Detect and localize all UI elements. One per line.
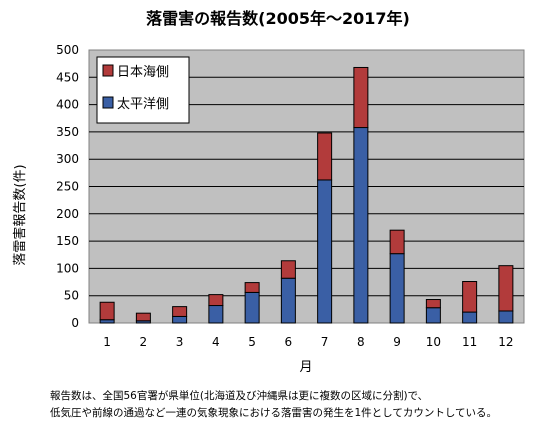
bar-pacific [425,307,441,324]
legend-swatch [102,96,114,109]
bar-japan-sea [462,281,478,313]
bar-pacific [498,310,514,324]
bar-japan-sea [172,306,188,317]
x-tick-label: 11 [462,335,477,349]
footnote-line-2: 低気圧や前線の通過など一連の気象現象における落雷害の発生を1件としてカウントして… [50,407,498,419]
x-tick-label: 9 [393,335,401,349]
x-tick-label: 1 [103,335,111,349]
bar-japan-sea [244,282,260,293]
x-tick-labels: 1 2 3 4 5 6 7 8 9 10 11 12 [103,335,513,349]
bar-japan-sea [425,299,441,309]
lightning-damage-chart: 落雷害の報告数(2005年～2017年) 0 50 100 150 200 250 300 3… [12,9,525,375]
footnote: 報告数は、全国56官署が県単位(北海道及び沖縄県は更に複数の区域に分割)で、 低… [50,388,542,422]
y-tick-label: 250 [56,180,79,194]
y-tick-label: 450 [56,70,79,84]
x-tick-label: 10 [426,335,441,349]
y-tick-label: 350 [56,125,79,139]
bar-pacific [208,305,224,324]
bar-pacific [317,179,333,324]
x-tick-label: 12 [498,335,513,349]
bar-japan-sea [353,66,369,129]
bar-pacific [280,277,296,324]
bar-pacific [389,253,405,324]
x-tick-label: 4 [212,335,220,349]
y-tick-label: 400 [56,98,79,112]
x-tick-label: 7 [321,335,329,349]
bar-japan-sea [389,229,405,255]
bar-pacific [172,315,188,324]
bar-japan-sea [135,312,151,322]
chart-title: 落雷害の報告数(2005年～2017年) [146,9,410,28]
bar-japan-sea [208,294,224,307]
x-tick-label: 2 [140,335,148,349]
footnote-line-1: 報告数は、全国56官署が県単位(北海道及び沖縄県は更に複数の区域に分割)で、 [50,390,429,402]
x-tick-label: 8 [357,335,365,349]
y-tick-label: 500 [56,43,79,57]
y-tick-label: 300 [56,152,79,166]
bars [99,66,514,324]
x-axis-label: 月 [299,360,312,375]
y-tick-label: 50 [64,289,79,303]
bar-japan-sea [498,265,514,312]
bar-pacific [244,291,260,324]
bar-japan-sea [280,260,296,279]
bar-pacific [462,311,478,324]
legend-label: 太平洋側 [117,97,169,112]
legend-swatch [102,64,114,77]
y-tick-label: 200 [56,207,79,221]
y-axis-label: 落雷害報告数(件) [12,164,28,265]
x-tick-label: 6 [285,335,293,349]
bar-japan-sea [317,132,333,181]
y-tick-label: 150 [56,234,79,248]
y-tick-label: 0 [71,316,79,330]
y-tick-labels: 0 50 100 150 200 250 300 350 400 450 500 [56,43,79,330]
x-tick-label: 5 [248,335,256,349]
bar-japan-sea [99,301,115,321]
bar-pacific [353,127,369,324]
x-tick-label: 3 [176,335,184,349]
y-tick-label: 100 [56,261,79,275]
legend-label: 日本海側 [117,65,169,80]
